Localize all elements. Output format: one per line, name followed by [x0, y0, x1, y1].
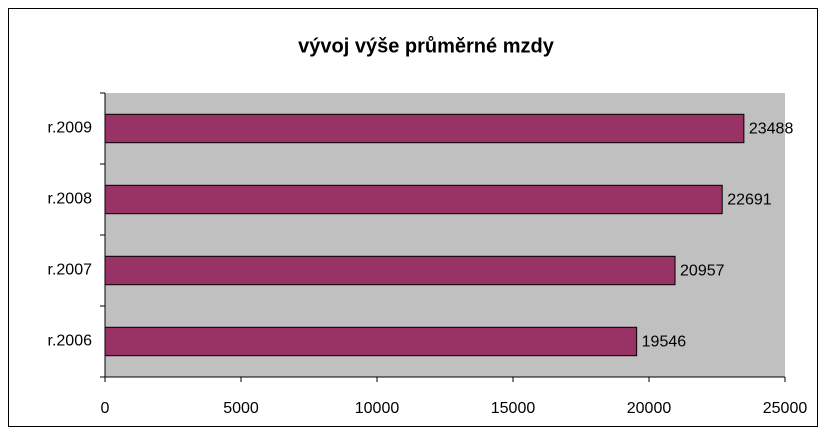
- bar: [104, 184, 723, 215]
- y-tick-label: r.2006: [48, 333, 93, 350]
- bar: [104, 255, 676, 286]
- x-tick-label: 5000: [223, 400, 259, 417]
- chart-title: vývoj výše průměrné mzdy: [298, 35, 555, 57]
- value-label: 19546: [642, 334, 687, 351]
- y-tick-label: r.2007: [48, 262, 93, 279]
- value-label: 23488: [749, 121, 794, 138]
- y-tick-label: r.2008: [48, 191, 93, 208]
- x-tick-label: 10000: [355, 400, 400, 417]
- x-tick-label: 20000: [627, 400, 672, 417]
- bar: [104, 113, 745, 144]
- value-label: 20957: [680, 263, 725, 280]
- bar: [104, 326, 638, 357]
- x-tick-label: 0: [101, 400, 110, 417]
- x-tick-label: 15000: [491, 400, 536, 417]
- x-tick-label: 25000: [763, 400, 808, 417]
- value-label: 22691: [727, 192, 772, 209]
- y-tick-label: r.2009: [48, 120, 93, 137]
